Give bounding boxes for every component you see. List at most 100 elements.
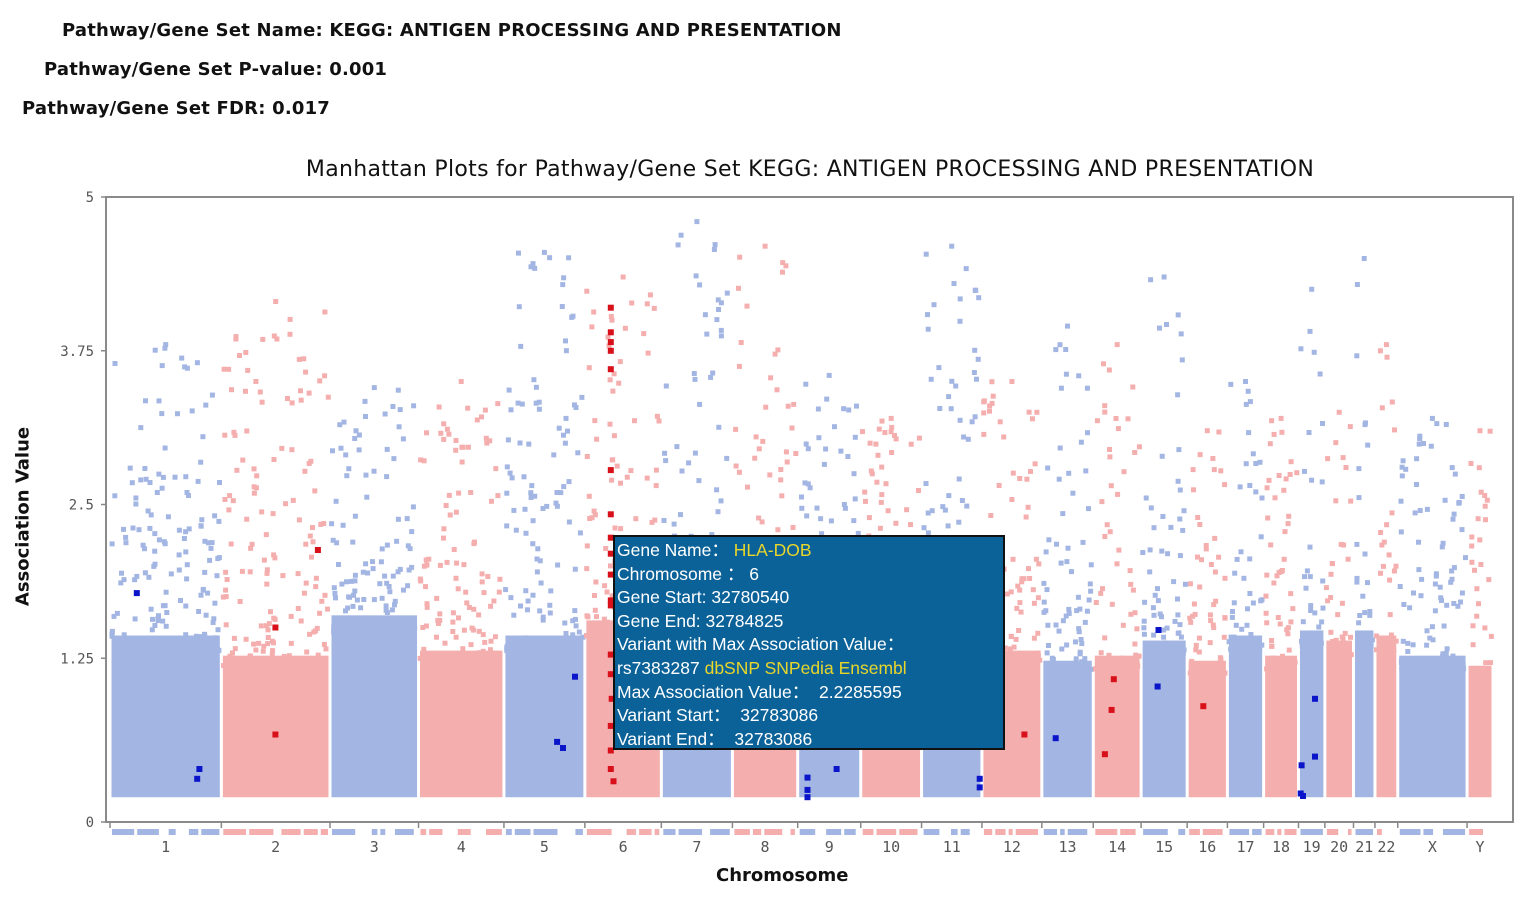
snp-point (160, 474, 166, 480)
snp-point (1171, 579, 1177, 585)
snp-point (1424, 642, 1430, 648)
snp-point (1442, 652, 1448, 658)
snp-point (1299, 643, 1305, 649)
snp-point (1073, 639, 1078, 645)
snp-point (1159, 453, 1165, 459)
chromosome-label-18: 18 (1272, 838, 1290, 856)
snp-point (562, 620, 568, 626)
snp-point (479, 579, 485, 585)
snp-point (1424, 506, 1430, 512)
tooltip-max-value-row: Max Association Value： 2.2285595 (617, 681, 1003, 705)
snp-point (1429, 624, 1435, 630)
snp-point (262, 660, 267, 666)
snp-point (875, 452, 881, 458)
pathway-name-value: KEGG: ANTIGEN PROCESSING AND PRESENTATIO… (329, 20, 842, 41)
pathway-gene-point (607, 550, 614, 557)
snp-point (121, 577, 127, 583)
snp-point (1114, 561, 1120, 567)
snp-point (244, 516, 250, 522)
snp-point (483, 435, 489, 441)
snp-point (1478, 562, 1484, 567)
snp-point (1288, 619, 1294, 625)
snp-point (1104, 522, 1110, 528)
chromosome-2-bulk (222, 655, 329, 798)
dbsnp-link[interactable]: dbSNP (704, 657, 760, 678)
snp-point (1229, 614, 1235, 620)
snp-point (227, 493, 233, 499)
snp-point (344, 579, 349, 585)
snp-point (225, 666, 231, 671)
chromosome-label-3: 3 (370, 838, 379, 856)
snp-point (396, 424, 402, 430)
snp-point (186, 493, 191, 498)
snp-point (354, 597, 360, 603)
snp-point (1387, 577, 1393, 583)
snp-point (1010, 470, 1016, 476)
snp-point (280, 573, 286, 579)
snp-point (223, 622, 229, 628)
snp-point (832, 424, 837, 430)
snp-point (1177, 622, 1183, 628)
snp-point (584, 566, 590, 572)
snp-point (971, 370, 977, 375)
snp-point (819, 531, 825, 537)
snp-point (1469, 559, 1475, 565)
snp-point (1131, 662, 1137, 668)
snp-point (674, 444, 680, 450)
snp-point (774, 387, 780, 393)
chromosome-band-segment (899, 829, 918, 835)
snp-point (1082, 656, 1088, 662)
snpedia-link[interactable]: SNPedia (764, 657, 834, 678)
snp-point (390, 404, 396, 409)
pathway-gene-point (804, 774, 811, 781)
snp-point (319, 598, 325, 604)
snp-point (1180, 527, 1186, 533)
snp-point (802, 480, 808, 486)
snp-point (335, 626, 341, 632)
snp-point (1388, 632, 1394, 638)
tooltip-label: Gene End: (617, 610, 701, 631)
snp-point (318, 521, 324, 527)
snp-point (1374, 633, 1380, 639)
chromosome-band-segment (1399, 829, 1421, 835)
pathway-gene-point (1101, 751, 1108, 758)
snp-point (1268, 542, 1274, 548)
snp-point (1339, 600, 1345, 606)
snp-point (1082, 619, 1088, 625)
snp-point (1389, 642, 1395, 648)
snp-point (1222, 575, 1228, 581)
snp-point (291, 664, 297, 670)
pathway-gene-point (607, 534, 614, 541)
snp-point (851, 471, 857, 477)
snp-point (142, 570, 148, 576)
snp-point (841, 502, 847, 507)
snp-point (453, 634, 459, 640)
snp-point (390, 573, 396, 579)
snp-point (352, 572, 358, 578)
snp-point (1102, 534, 1108, 539)
snp-point (495, 401, 501, 407)
snp-point (1108, 483, 1114, 489)
snp-point (133, 501, 139, 507)
snp-point (1269, 643, 1275, 649)
snp-point (1345, 652, 1351, 658)
snp-point (1383, 645, 1389, 651)
y-tick-label: 5 (86, 190, 94, 206)
ensembl-link[interactable]: Ensembl (838, 657, 907, 678)
snp-point (1300, 619, 1306, 625)
snp-point (508, 595, 514, 601)
snp-point (1196, 649, 1202, 655)
snp-point (576, 647, 582, 653)
snp-point (584, 288, 590, 294)
snp-point (953, 383, 959, 389)
snp-point (1207, 640, 1213, 646)
snp-point (382, 573, 388, 579)
snp-point (274, 336, 280, 342)
snp-point (535, 546, 541, 552)
snp-point (644, 475, 650, 481)
snp-point (417, 576, 423, 582)
snp-point (306, 390, 312, 396)
chromosome-band-segment (995, 829, 1006, 835)
snp-point (1031, 600, 1037, 606)
